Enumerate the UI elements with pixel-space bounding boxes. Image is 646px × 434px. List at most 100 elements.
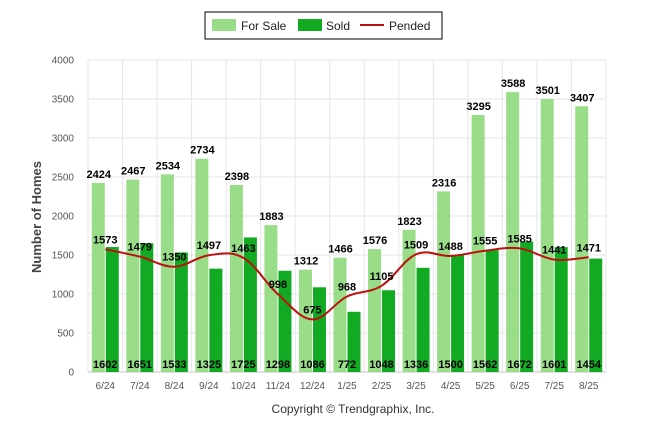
bar-for-sale <box>91 182 105 372</box>
pended-value-label: 1479 <box>128 242 152 254</box>
y-tick-label: 4000 <box>52 56 75 67</box>
bar-for-sale <box>437 191 451 372</box>
bar-sold <box>554 247 568 372</box>
x-tick-label: 6/24 <box>96 381 116 392</box>
y-tick-label: 3500 <box>52 95 75 106</box>
bar-for-sale <box>402 229 416 372</box>
bar-sold <box>243 237 257 372</box>
bar-sold <box>382 290 396 372</box>
x-tick-label: 1/25 <box>337 381 357 392</box>
sold-value-label: 772 <box>338 359 356 371</box>
bar-sold <box>347 311 361 372</box>
sold-value-label: 1651 <box>128 359 152 371</box>
sold-value-label: 1500 <box>438 359 462 371</box>
x-tick-label: 8/24 <box>165 381 185 392</box>
sold-value-label: 1298 <box>266 359 290 371</box>
bar-for-sale <box>471 114 485 373</box>
pended-value-label: 1497 <box>197 240 221 252</box>
bar-for-sale <box>540 98 554 372</box>
for-sale-value-label: 1823 <box>397 216 421 228</box>
sold-value-label: 1672 <box>507 359 531 371</box>
bar-sold <box>485 250 499 372</box>
x-tick-label: 8/25 <box>579 381 599 392</box>
sold-value-label: 1601 <box>542 359 566 371</box>
bar-for-sale <box>195 158 209 372</box>
pended-value-label: 998 <box>269 279 287 291</box>
pended-value-label: 1488 <box>438 241 462 253</box>
x-tick-label: 7/25 <box>544 381 564 392</box>
y-axis-label: Number of Homes <box>29 161 44 273</box>
x-tick-label: 11/24 <box>266 381 291 392</box>
sold-value-label: 1725 <box>231 359 255 371</box>
pended-line <box>105 246 589 321</box>
axis-layer: 0 500 1000 1500 2000 2500 3000 3500 4000 6/24 7/24… <box>52 56 599 393</box>
for-sale-value-label: 2467 <box>121 166 145 178</box>
pended-value-label: 1471 <box>576 242 600 254</box>
pended-value-label: 1463 <box>231 243 255 255</box>
y-tick-label: 2000 <box>52 212 75 223</box>
bar-for-sale <box>575 106 589 372</box>
sold-value-label: 1048 <box>369 359 393 371</box>
bar-sold <box>589 258 603 372</box>
bar-sold <box>451 255 465 372</box>
for-sale-value-label: 1576 <box>363 235 387 247</box>
bar-for-sale <box>126 179 140 372</box>
grid-layer <box>87 59 607 373</box>
bar-sold <box>278 270 292 372</box>
for-sale-value-label: 2424 <box>87 169 112 181</box>
labels-layer: 2424 1602 2467 1651 2534 1533 2734 1325 2398 1725… <box>87 78 602 371</box>
legend-swatch-for-sale <box>212 19 236 31</box>
bar-for-sale <box>506 92 520 373</box>
bar-sold <box>312 287 326 372</box>
bar-sold <box>520 241 534 372</box>
x-tick-label: 2/25 <box>372 381 392 392</box>
x-tick-label: 10/24 <box>231 381 256 392</box>
y-tick-label: 1000 <box>52 290 75 301</box>
for-sale-value-label: 2316 <box>432 177 456 189</box>
bar-sold <box>105 247 119 372</box>
bars-layer <box>91 92 603 373</box>
bar-sold <box>140 243 154 372</box>
x-tick-label: 7/24 <box>130 381 150 392</box>
for-sale-value-label: 1883 <box>259 211 283 223</box>
line-layer <box>105 246 589 321</box>
legend-label-for-sale: For Sale <box>241 19 287 33</box>
for-sale-value-label: 2398 <box>225 171 249 183</box>
copyright-text: Copyright © Trendgraphix, Inc. <box>272 402 435 416</box>
y-tick-label: 1500 <box>52 251 75 262</box>
y-tick-label: 2500 <box>52 173 75 184</box>
x-tick-label: 5/25 <box>475 381 495 392</box>
for-sale-value-label: 1466 <box>328 244 352 256</box>
legend-swatch-sold <box>298 19 322 31</box>
bar-sold <box>209 268 223 372</box>
for-sale-value-label: 2534 <box>156 160 181 172</box>
x-tick-label: 6/25 <box>510 381 530 392</box>
for-sale-value-label: 3407 <box>570 92 594 104</box>
legend-label-pended: Pended <box>389 19 430 33</box>
pended-value-label: 1509 <box>404 239 428 251</box>
for-sale-value-label: 1312 <box>294 256 318 268</box>
sold-value-label: 1336 <box>404 359 428 371</box>
x-tick-label: 9/24 <box>199 381 219 392</box>
sold-value-label: 1562 <box>473 359 497 371</box>
pended-value-label: 1585 <box>507 233 531 245</box>
x-tick-label: 12/24 <box>300 381 325 392</box>
bar-sold <box>174 252 188 372</box>
for-sale-value-label: 3295 <box>466 101 490 113</box>
bar-for-sale <box>298 269 312 372</box>
pended-value-label: 675 <box>303 304 321 316</box>
for-sale-value-label: 3501 <box>535 85 559 97</box>
y-tick-label: 3000 <box>52 134 75 145</box>
pended-value-label: 1555 <box>473 236 497 248</box>
legend-box <box>204 11 443 40</box>
legend-label-sold: Sold <box>326 19 350 33</box>
for-sale-value-label: 2734 <box>190 145 215 157</box>
sold-value-label: 1086 <box>300 359 324 371</box>
pended-value-label: 1105 <box>370 271 394 283</box>
pended-value-label: 1441 <box>542 245 566 257</box>
bar-for-sale <box>368 249 382 372</box>
bar-for-sale <box>229 184 243 372</box>
sold-value-label: 1325 <box>197 359 221 371</box>
pended-value-label: 968 <box>338 281 356 293</box>
